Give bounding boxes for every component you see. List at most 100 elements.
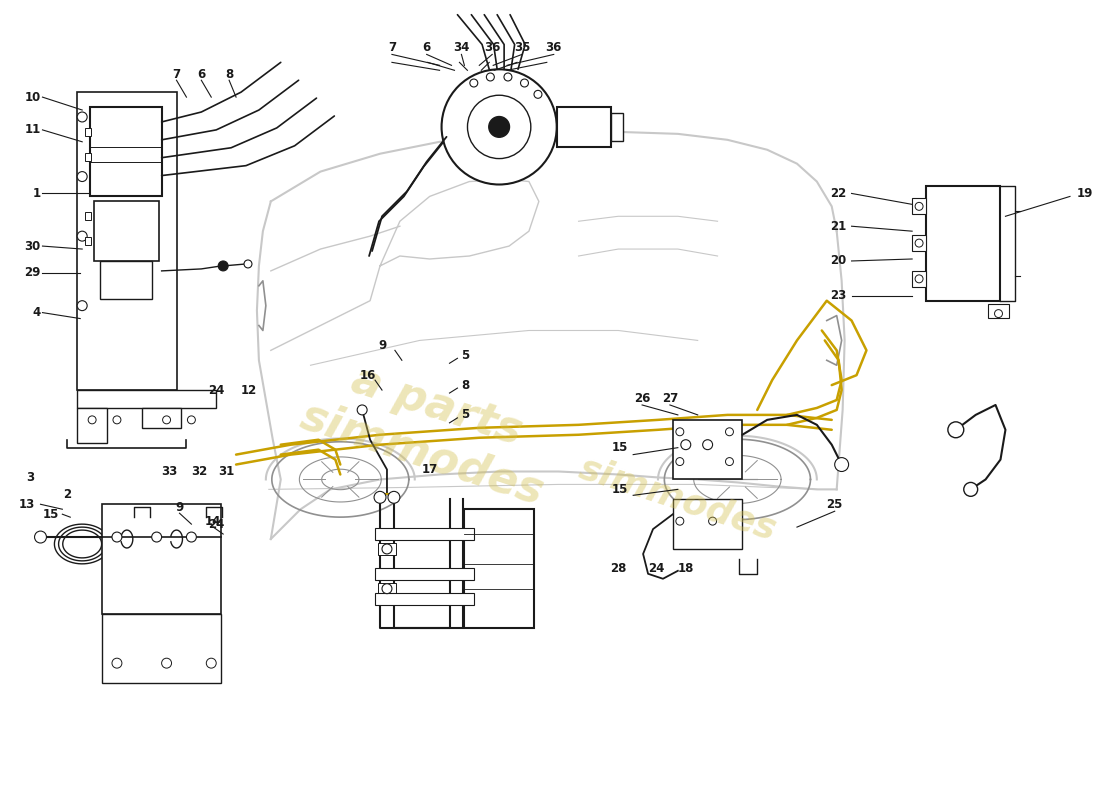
- Circle shape: [486, 73, 494, 81]
- Circle shape: [207, 658, 217, 668]
- Text: 7: 7: [388, 41, 396, 54]
- Bar: [557, 107, 612, 146]
- Text: 26: 26: [634, 391, 650, 405]
- Circle shape: [681, 440, 691, 450]
- Bar: [375, 593, 474, 605]
- Circle shape: [186, 532, 197, 542]
- Text: 22: 22: [830, 187, 847, 200]
- Text: 5: 5: [461, 408, 470, 422]
- Circle shape: [34, 531, 46, 543]
- Circle shape: [915, 275, 923, 283]
- Text: 1: 1: [32, 187, 41, 200]
- Text: 11: 11: [24, 123, 41, 136]
- Circle shape: [726, 458, 734, 466]
- Circle shape: [470, 79, 477, 87]
- Circle shape: [77, 231, 87, 241]
- Text: 34: 34: [453, 41, 470, 54]
- Circle shape: [382, 584, 392, 594]
- Text: 24: 24: [648, 562, 664, 575]
- Bar: [90, 107, 162, 197]
- Circle shape: [152, 532, 162, 542]
- Circle shape: [388, 491, 400, 503]
- Bar: [102, 614, 221, 683]
- Bar: [102, 504, 221, 614]
- Text: 5: 5: [461, 349, 470, 362]
- Bar: [100, 261, 152, 298]
- Text: 36: 36: [546, 41, 562, 54]
- Bar: [85, 237, 91, 245]
- Bar: [378, 582, 396, 594]
- Circle shape: [520, 79, 528, 87]
- Text: 8: 8: [226, 68, 233, 81]
- Bar: [85, 153, 91, 161]
- Bar: [375, 528, 474, 540]
- Bar: [77, 390, 217, 408]
- Circle shape: [112, 532, 122, 542]
- Circle shape: [382, 544, 392, 554]
- Circle shape: [162, 658, 172, 668]
- Circle shape: [534, 90, 542, 98]
- Text: 3: 3: [26, 471, 34, 484]
- Text: 32: 32: [191, 465, 208, 478]
- Text: 23: 23: [830, 290, 847, 302]
- Bar: [612, 113, 624, 141]
- Circle shape: [915, 239, 923, 247]
- Text: 15: 15: [612, 441, 628, 454]
- Circle shape: [994, 310, 1002, 318]
- Circle shape: [77, 171, 87, 182]
- Circle shape: [703, 440, 713, 450]
- Circle shape: [163, 416, 170, 424]
- Text: 35: 35: [514, 41, 530, 54]
- Text: 9: 9: [378, 339, 386, 352]
- Text: 4: 4: [32, 306, 41, 319]
- Circle shape: [112, 658, 122, 668]
- Bar: [912, 235, 926, 251]
- Circle shape: [675, 517, 684, 525]
- Text: simmodes: simmodes: [574, 451, 781, 547]
- Text: 29: 29: [24, 266, 41, 279]
- Circle shape: [708, 517, 716, 525]
- Text: 30: 30: [24, 239, 41, 253]
- Circle shape: [88, 416, 96, 424]
- Circle shape: [358, 405, 367, 415]
- Circle shape: [948, 422, 964, 438]
- Bar: [912, 198, 926, 214]
- Circle shape: [726, 428, 734, 436]
- Circle shape: [675, 428, 684, 436]
- Bar: [673, 420, 742, 479]
- Circle shape: [77, 301, 87, 310]
- Text: 16: 16: [360, 369, 376, 382]
- Text: 10: 10: [24, 90, 41, 104]
- Text: 19: 19: [1077, 187, 1093, 200]
- Text: 20: 20: [830, 254, 847, 267]
- Circle shape: [187, 416, 196, 424]
- Circle shape: [504, 73, 512, 81]
- Bar: [912, 271, 926, 286]
- Bar: [77, 92, 176, 390]
- Text: 33: 33: [162, 465, 178, 478]
- Bar: [85, 212, 91, 220]
- Text: 17: 17: [421, 463, 438, 476]
- Text: 21: 21: [830, 220, 847, 233]
- Circle shape: [441, 70, 557, 185]
- Text: 28: 28: [609, 562, 626, 575]
- Circle shape: [468, 95, 531, 158]
- Text: 9: 9: [175, 501, 184, 514]
- Text: 12: 12: [241, 383, 257, 397]
- Text: 6: 6: [422, 41, 431, 54]
- Bar: [988, 304, 1010, 318]
- Bar: [464, 510, 534, 629]
- Text: 27: 27: [662, 391, 678, 405]
- Text: 7: 7: [173, 68, 180, 81]
- Bar: [673, 499, 742, 549]
- Bar: [926, 186, 1001, 301]
- Text: 25: 25: [826, 498, 843, 510]
- Bar: [85, 128, 91, 136]
- Text: 15: 15: [612, 483, 628, 496]
- Circle shape: [374, 491, 386, 503]
- Text: 6: 6: [197, 68, 206, 81]
- Circle shape: [77, 112, 87, 122]
- Bar: [142, 408, 182, 428]
- Text: 14: 14: [205, 514, 221, 528]
- Bar: [95, 202, 158, 261]
